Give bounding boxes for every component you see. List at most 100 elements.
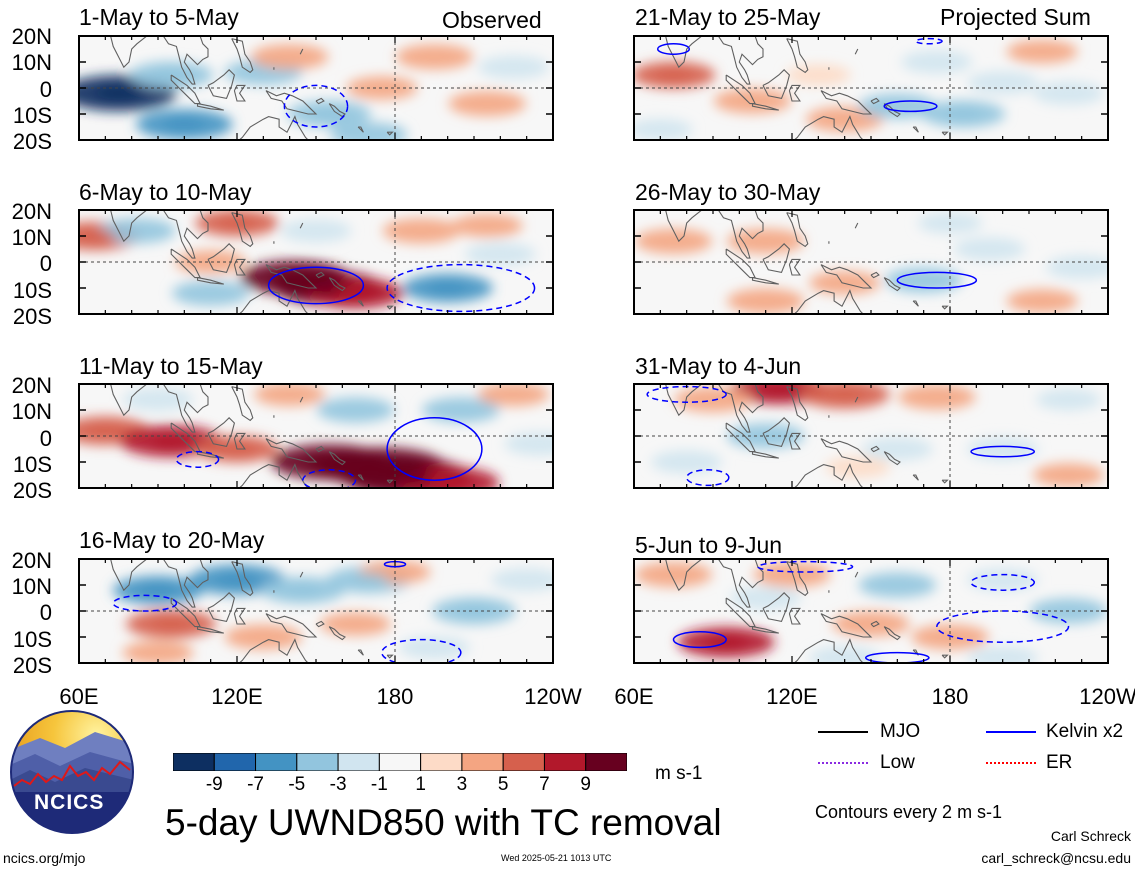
coastline (196, 103, 224, 111)
panel-title: 6-May to 10-May (79, 179, 252, 205)
anomaly-cell (651, 450, 723, 474)
legend-label-er: ER (1046, 752, 1073, 773)
anomaly-core (271, 269, 318, 286)
lat-tick-label: 10N (11, 399, 52, 424)
coastline (664, 384, 764, 433)
coastline (788, 607, 801, 625)
colorbar-tick-label: 9 (580, 774, 592, 795)
coastline (820, 613, 873, 638)
anomaly-core (283, 583, 322, 597)
colorbar-tick-label: -3 (329, 774, 347, 795)
panel-title: 21-May to 25-May (635, 4, 821, 30)
coastline (941, 654, 949, 659)
coastline (299, 48, 304, 55)
anomaly-cell (753, 562, 831, 588)
anomaly-core (349, 573, 388, 587)
kelvin-contour (267, 266, 365, 305)
anomaly-map-panel (633, 35, 1109, 141)
colorbar-swatch (543, 753, 587, 771)
coastline (196, 626, 224, 634)
coastline (912, 300, 919, 307)
coastline (786, 38, 809, 74)
coastline (315, 445, 325, 453)
footer-author: Carl Schreck (1050, 828, 1131, 844)
lat-tick-label: 20S (12, 304, 52, 329)
anomaly-cell (122, 640, 194, 663)
coastline (265, 613, 318, 638)
coastline (386, 131, 394, 136)
coastline (664, 210, 764, 259)
anomaly-core (654, 68, 693, 82)
panel-title: 5-Jun to 9-Jun (635, 532, 783, 558)
chart-title: 5-day UWND850 with TC removal (165, 802, 722, 843)
lat-tick-label: 20S (12, 653, 52, 678)
coastline (386, 479, 394, 484)
anomaly-cell (967, 437, 1039, 461)
projected-label: Projected Sum (940, 4, 1091, 30)
colorbar-tick-label: 1 (415, 774, 426, 795)
lat-tick-label: 10S (12, 278, 52, 303)
colorbar-swatch (461, 753, 504, 771)
anomaly-cell (477, 55, 550, 79)
coastline (786, 561, 809, 597)
anomaly-cell (967, 646, 1039, 663)
colorbar-tick-label: -7 (247, 774, 264, 795)
anomaly-core (138, 583, 178, 597)
kelvin-contour (386, 417, 483, 481)
anomaly-cell (1032, 463, 1105, 487)
anomaly-cell (171, 280, 250, 306)
coastline (762, 69, 791, 100)
kelvin-contour (970, 445, 1036, 458)
legend-line-er (986, 762, 1036, 764)
anomaly-cell (398, 635, 471, 660)
anomaly-core (944, 107, 983, 121)
anomaly-cell (422, 397, 500, 423)
anomaly-core (455, 604, 493, 618)
coastline (725, 597, 756, 628)
colorbar-swatch (585, 753, 627, 771)
anomaly-cell (785, 64, 851, 86)
coastline (328, 626, 346, 641)
anomaly-cell (634, 228, 713, 254)
coastline (238, 638, 309, 663)
kelvin-contour (672, 631, 727, 649)
coastline (109, 210, 209, 259)
coastline (793, 115, 864, 140)
colorbar-tick-label: -9 (205, 774, 223, 795)
coastline (854, 396, 859, 403)
lon-tick-label: 180 (931, 684, 969, 709)
ncics-logo (10, 710, 134, 834)
lat-tick-label: 20N (11, 548, 52, 573)
coastline (762, 243, 791, 274)
coastline (233, 84, 246, 102)
anomaly-cell (1006, 289, 1078, 313)
anomaly-map-panel (78, 209, 554, 315)
coastline (786, 386, 809, 422)
panel-title: 1-May to 5-May (79, 4, 239, 30)
anomaly-map-panel (78, 383, 554, 489)
coastline (231, 38, 254, 74)
anomaly-cell (634, 562, 713, 588)
coastline (196, 277, 224, 285)
anomaly-cell (1046, 255, 1108, 279)
kelvin-contour (883, 100, 938, 113)
coastline (793, 463, 864, 488)
lat-tick-label: 0 (39, 600, 52, 625)
anomaly-cell (382, 218, 461, 244)
anomaly-cell (967, 71, 1039, 95)
anomaly-map-panel (78, 35, 554, 141)
lon-tick-label: 120W (1079, 684, 1135, 709)
kelvin-contour (757, 560, 854, 573)
coastline (751, 277, 779, 285)
contour-note: Contours every 2 m s-1 (815, 802, 1003, 822)
anomaly-cell (464, 242, 536, 266)
anomaly-core (216, 572, 258, 587)
anomaly-cell (953, 237, 1026, 261)
coastline (207, 417, 236, 448)
coastline (233, 432, 246, 450)
anomaly-map-panel (633, 209, 1109, 315)
kelvin-contour (864, 651, 930, 663)
coastline (109, 559, 209, 608)
coastline (751, 103, 779, 111)
coastline (328, 103, 346, 118)
